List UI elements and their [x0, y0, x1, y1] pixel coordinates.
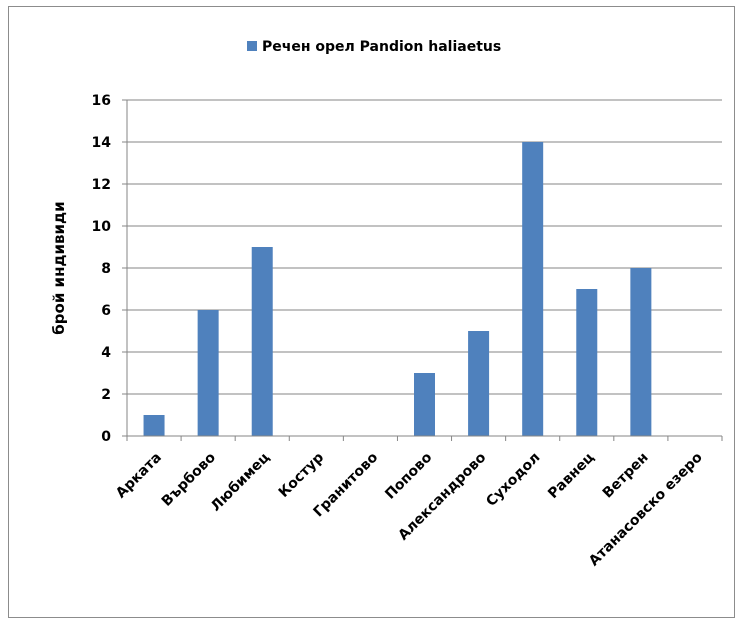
- bar-1: [143, 415, 165, 436]
- y-tick-label: 10: [92, 219, 112, 235]
- chart-frame: [8, 6, 735, 618]
- y-tick-label: 4: [101, 345, 111, 361]
- y-axis-title: брой индивиди: [50, 201, 68, 334]
- gridlines: [127, 99, 722, 395]
- bar-2: [197, 310, 219, 436]
- x-tick-label: Арката: [113, 450, 165, 502]
- y-tick-label: 14: [92, 135, 112, 151]
- y-tick-label: 2: [101, 387, 111, 403]
- y-axis-ticks: 0 2 4 6 8 10 12 14 16: [92, 93, 127, 445]
- y-tick-label: 0: [101, 429, 111, 445]
- bar-7: [468, 331, 490, 436]
- x-tick-label: Любимец: [208, 450, 273, 515]
- x-tick-label: Суходол: [483, 450, 543, 510]
- y-tick-label: 6: [101, 303, 111, 319]
- bar-3: [251, 247, 273, 436]
- axes: [126, 100, 723, 441]
- bar-6: [414, 373, 435, 436]
- x-tick-label: Равнец: [545, 450, 597, 502]
- legend-swatch: [247, 41, 257, 51]
- y-tick-label: 16: [92, 93, 111, 109]
- x-tick-label: Ветрен: [600, 450, 652, 502]
- x-tick-label: Атанасовско езеро: [586, 449, 706, 569]
- bar-10: [630, 268, 652, 436]
- bars: [143, 142, 652, 436]
- x-tick-label: Попово: [382, 449, 435, 502]
- bar-8: [522, 142, 544, 436]
- legend: Речен орел Pandion haliaetus: [247, 39, 501, 55]
- y-tick-label: 8: [101, 261, 111, 277]
- legend-label: Речен орел Pandion haliaetus: [262, 39, 501, 55]
- x-tick-label: Костур: [276, 450, 327, 501]
- bar-9: [576, 289, 598, 436]
- y-tick-label: 12: [92, 177, 111, 193]
